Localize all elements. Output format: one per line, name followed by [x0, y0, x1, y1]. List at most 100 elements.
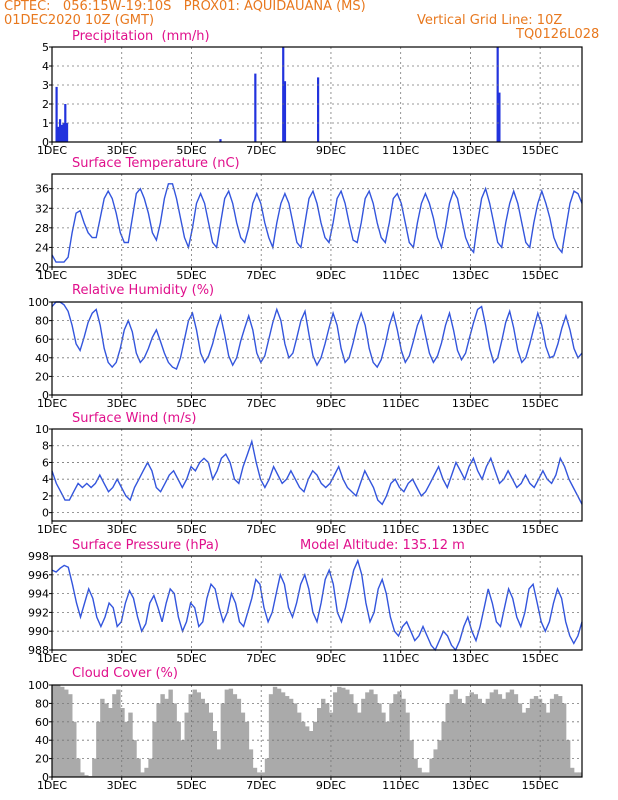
cloud-bar [337, 686, 342, 777]
wind-xtick-label: 3DEC [107, 523, 137, 536]
rh-ytick-label: 40 [35, 352, 49, 365]
cloud-bar [160, 694, 165, 777]
cloud-xtick-label: 13DEC [452, 779, 489, 792]
cloud-bar [417, 767, 422, 777]
cloud-bar [557, 696, 563, 777]
rh-xtick-label: 3DEC [107, 397, 137, 410]
precip-bar [65, 123, 69, 142]
cloud-bar [465, 696, 470, 777]
cloud-bar [284, 696, 290, 777]
cloud-bar [541, 703, 547, 777]
cloud-bar [369, 689, 374, 777]
cloud-bar [124, 721, 129, 777]
rh-xtick-label: 11DEC [382, 397, 419, 410]
header-code: TQ0126L028 [516, 27, 600, 42]
cloud-bar [537, 698, 543, 777]
cloud-bar [333, 692, 338, 777]
wind-xtick-label: 1DEC [37, 523, 67, 536]
cloud-bar [196, 692, 201, 777]
cloud-bar [341, 687, 346, 777]
precip-bar [62, 123, 65, 142]
cloud-bar [449, 694, 454, 777]
cloud-bar [80, 772, 85, 777]
cloud-bar [401, 698, 406, 777]
temp-series-line [51, 183, 583, 263]
header-grid-info: Vertical Grid Line: 10Z [417, 13, 563, 28]
pres-altitude-annotation: Model Altitude: 135.12 m [300, 538, 465, 553]
cloud-bar [493, 689, 499, 777]
cloud-xtick-label: 9DEC [316, 779, 346, 792]
cloud-bar [349, 694, 354, 777]
cloud-bar [489, 692, 495, 777]
wind-ytick-label: 10 [35, 423, 49, 436]
cloud-bar [248, 749, 254, 777]
cloud-bar [64, 689, 69, 777]
rh-xtick-label: 1DEC [37, 397, 67, 410]
cloud-bar [236, 698, 242, 777]
cloud-xtick-label: 5DEC [176, 779, 206, 792]
precip-xtick-label: 1DEC [37, 144, 67, 157]
temp-ytick-label: 24 [35, 241, 49, 254]
cloud-bar [501, 698, 507, 777]
cloud-bar [353, 703, 358, 777]
cloud-bar [321, 698, 326, 777]
cloud-bar [200, 698, 205, 777]
cloud-bar [56, 685, 61, 777]
wind-frame [51, 428, 583, 522]
pres-xtick-label: 15DEC [522, 652, 559, 665]
cloud-bar [100, 698, 105, 777]
cloud-bar [429, 758, 434, 777]
pres-xtick-label: 11DEC [382, 652, 419, 665]
rh-xtick-label: 5DEC [176, 397, 206, 410]
cloud-bar [60, 686, 65, 777]
pres-ytick-label: 996 [28, 569, 49, 582]
rh-series-line [51, 301, 583, 370]
cloud-bar [268, 694, 274, 777]
cloud-bar [457, 698, 462, 777]
cloud-bar [361, 698, 366, 777]
cloud-bar [308, 731, 314, 777]
precip-ytick-label: 5 [42, 41, 49, 54]
cloud-bar [120, 708, 125, 777]
rh-frame [51, 301, 583, 396]
temp-frame [51, 173, 583, 268]
precip-bar [60, 124, 63, 142]
cloud-bar [345, 689, 350, 777]
precip-xtick-label: 3DEC [107, 144, 137, 157]
cloud-bar [84, 775, 89, 777]
cloud-bar [405, 712, 410, 777]
cloud-bar [329, 712, 334, 777]
temp-xtick-label: 9DEC [316, 269, 346, 282]
rh-title: Relative Humidity (%) [72, 283, 215, 298]
pres-series-line [51, 558, 583, 652]
cloud-bar [437, 740, 442, 777]
pres-xtick-label: 9DEC [316, 652, 346, 665]
rh-ytick-label: 0 [42, 389, 49, 402]
cloud-bar [192, 689, 197, 777]
cloud-bar [469, 692, 474, 777]
cloud-bar [68, 694, 73, 777]
precip-bar [282, 47, 285, 142]
cloud-bar [521, 712, 527, 777]
precip-xtick-label: 9DEC [316, 144, 346, 157]
pres-ytick-label: 988 [28, 644, 49, 657]
precip-xtick-label: 7DEC [246, 144, 276, 157]
cloud-ytick-label: 60 [35, 716, 49, 729]
cloud-bar [244, 721, 250, 777]
cloud-bar [212, 731, 218, 777]
wind-xtick-label: 11DEC [382, 523, 419, 536]
cloud-bar [264, 758, 270, 777]
pres-ytick-label: 992 [28, 606, 49, 619]
temp-xtick-label: 5DEC [176, 269, 206, 282]
cloud-xtick-label: 3DEC [107, 779, 137, 792]
cloud-bar [140, 772, 145, 777]
cloud-bar [216, 749, 222, 777]
cloud-bar [208, 712, 214, 777]
cloud-bar [413, 758, 418, 777]
precip-bar [496, 47, 499, 142]
cloud-bar [188, 694, 193, 777]
cloud-bar [76, 758, 81, 777]
precip-bar [58, 119, 62, 142]
cloud-bar [272, 686, 278, 777]
